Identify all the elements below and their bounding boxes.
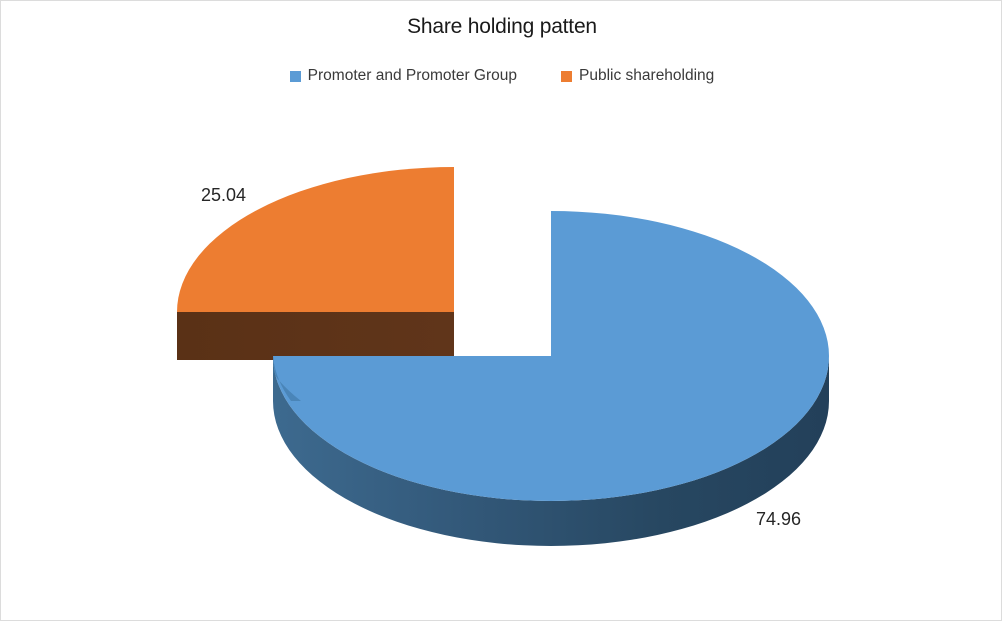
- legend-swatch-promoter-icon: [289, 70, 301, 82]
- chart-title: Share holding patten: [407, 15, 597, 38]
- data-label-public: 25.04: [201, 185, 247, 205]
- data-label-promoter: 74.96: [756, 509, 802, 529]
- pie-slice-promoter-3d-side: [273, 356, 829, 546]
- legend-label-public: Public shareholding: [579, 67, 715, 84]
- pie-slice-public-3d-side: [177, 312, 454, 360]
- pie-slice-public-top[interactable]: [177, 167, 454, 312]
- chart-legend: Promoter and Promoter Group Public share…: [1, 67, 1001, 85]
- legend-item-public[interactable]: Public shareholding: [561, 67, 714, 85]
- pie-slice-promoter-inner-shade: [273, 356, 301, 401]
- pie-slice-promoter-top[interactable]: [273, 211, 829, 501]
- legend-swatch-public-icon: [561, 70, 573, 82]
- legend-label-promoter: Promoter and Promoter Group: [307, 67, 518, 84]
- legend-item-promoter[interactable]: Promoter and Promoter Group: [289, 67, 518, 85]
